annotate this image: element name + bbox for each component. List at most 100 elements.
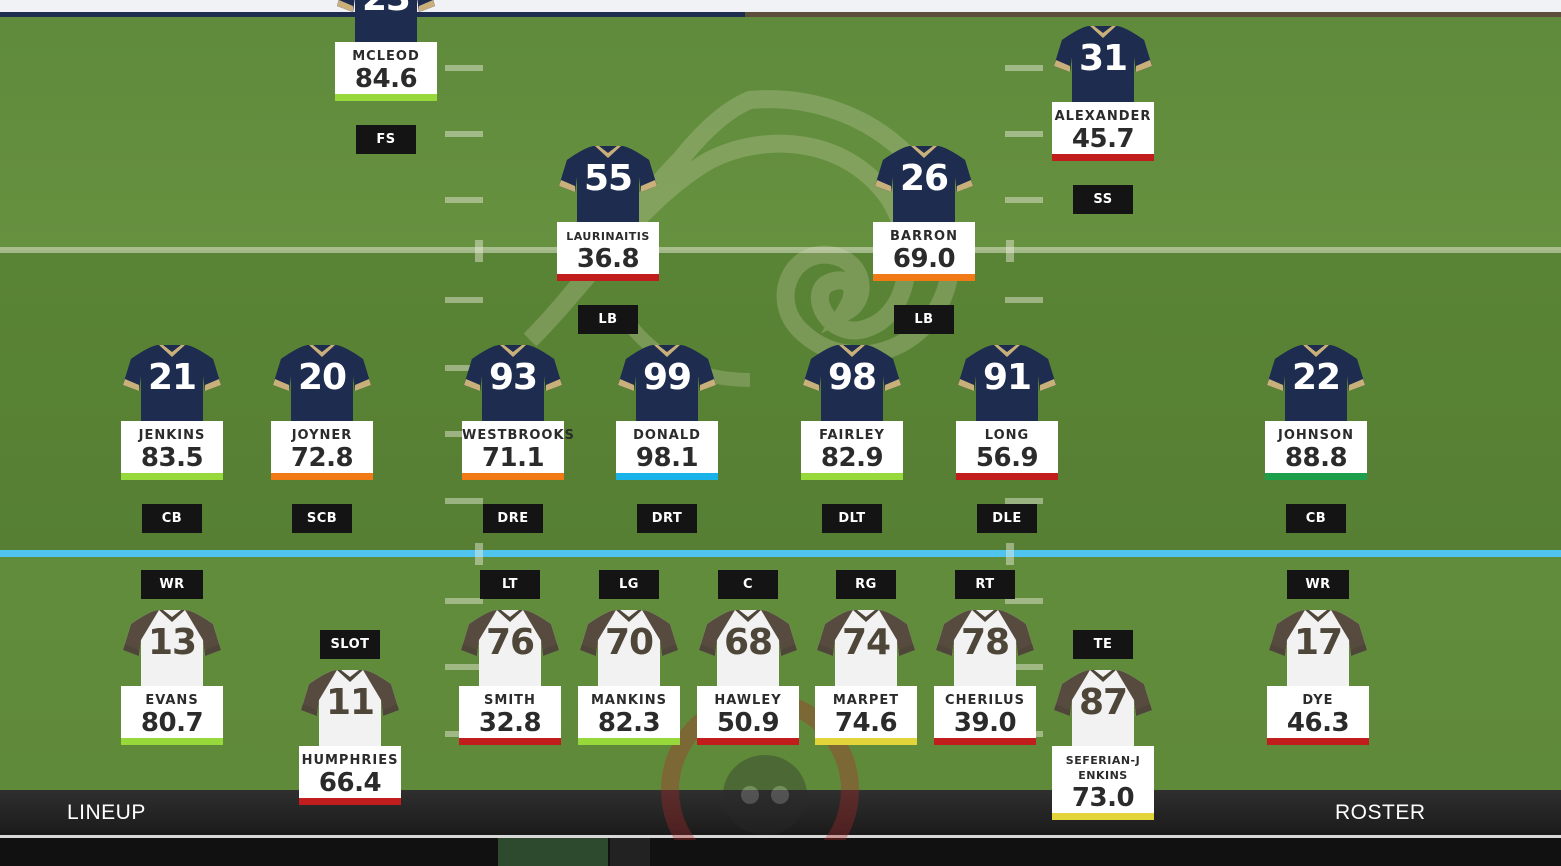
player-card-fairley[interactable]: 98 FAIRLEY 82.9 [801, 341, 903, 480]
player-card-joyner[interactable]: 20 JOYNER 72.8 [271, 341, 373, 480]
player-name: FAIRLEY [819, 428, 885, 443]
jersey-number: 99 [642, 357, 692, 398]
player-name: JOHNSON [1278, 428, 1354, 443]
position-label-lb[interactable]: LB [578, 305, 638, 334]
grade-color-bar [1265, 473, 1367, 480]
player-card-donald[interactable]: 99 DONALD 98.1 [616, 341, 718, 480]
grade-color-bar [578, 738, 680, 745]
hash-mark [1005, 498, 1043, 504]
position-label-ss[interactable]: SS [1073, 185, 1133, 214]
player-card-laurinaitis[interactable]: 55 LAURINAITIS 36.8 [557, 142, 659, 281]
taskbar-app-button[interactable] [498, 838, 608, 866]
grade-color-bar [815, 738, 917, 745]
jersey-icon: 78 [934, 606, 1036, 686]
player-card-mankins[interactable]: 70 MANKINS 82.3 [578, 606, 680, 745]
player-name: WESTBROOKS [462, 428, 575, 443]
position-label-rg[interactable]: RG [836, 570, 896, 599]
player-info-card: FAIRLEY 82.9 [801, 421, 903, 480]
hash-mark [1005, 197, 1043, 203]
player-card-seferian-jenkins[interactable]: 87 SEFERIAN-JENKINS 73.0 [1052, 666, 1154, 820]
player-grade: 66.4 [318, 768, 382, 798]
player-card-johnson[interactable]: 22 JOHNSON 88.8 [1265, 341, 1367, 480]
position-label-cb[interactable]: CB [142, 504, 202, 533]
player-card-alexander[interactable]: 31 ALEXANDER 45.7 [1052, 22, 1154, 161]
player-card-long[interactable]: 91 LONG 56.9 [956, 341, 1058, 480]
player-info-card: JOYNER 72.8 [271, 421, 373, 480]
hash-mark [1005, 664, 1043, 670]
player-card-westbrooks[interactable]: 93 WESTBROOKS 71.1 [462, 341, 575, 480]
hash-mark [1006, 543, 1014, 565]
grade-color-bar [335, 94, 437, 101]
grade-color-bar [934, 738, 1036, 745]
position-label-drt[interactable]: DRT [637, 504, 697, 533]
hash-mark [445, 498, 483, 504]
jersey-icon: 23 [335, 0, 437, 42]
player-card-evans[interactable]: 13 EVANS 80.7 [121, 606, 223, 745]
hash-mark [445, 365, 483, 371]
position-label-wr[interactable]: WR [1287, 570, 1349, 599]
hash-mark [445, 598, 483, 604]
jersey-icon: 68 [697, 606, 799, 686]
position-label-lt[interactable]: LT [480, 570, 540, 599]
grade-color-bar [271, 473, 373, 480]
player-grade: 71.1 [481, 443, 545, 473]
player-name: LONG [984, 428, 1030, 443]
player-card-jenkins[interactable]: 21 JENKINS 83.5 [121, 341, 223, 480]
jersey-icon: 22 [1265, 341, 1367, 421]
player-grade: 32.8 [478, 708, 542, 738]
position-label-dlt[interactable]: DLT [822, 504, 882, 533]
player-info-card: DONALD 98.1 [616, 421, 718, 480]
grade-color-bar [462, 473, 564, 480]
position-label-dle[interactable]: DLE [977, 504, 1037, 533]
lineup-button[interactable]: LINEUP [67, 801, 146, 824]
player-name: LAURINAITIS [566, 230, 650, 243]
jersey-number: 17 [1293, 622, 1343, 663]
grade-color-bar [616, 473, 718, 480]
player-card-dye[interactable]: 17 DYE 46.3 [1267, 606, 1369, 745]
jersey-number: 98 [827, 357, 877, 398]
hash-mark [445, 664, 483, 670]
position-label-cb[interactable]: CB [1286, 504, 1346, 533]
roster-button[interactable]: ROSTER [1335, 801, 1426, 824]
position-label-wr[interactable]: WR [141, 570, 203, 599]
position-label-c[interactable]: C [718, 570, 778, 599]
player-name: HUMPHRIES [301, 753, 399, 768]
player-grade: 39.0 [953, 708, 1017, 738]
player-name: JENKINS [138, 428, 206, 443]
hash-mark [445, 197, 483, 203]
jersey-number: 91 [982, 357, 1032, 398]
player-grade: 82.9 [820, 443, 884, 473]
position-label-scb[interactable]: SCB [292, 504, 352, 533]
player-name: BARRON [890, 229, 958, 244]
position-label-dre[interactable]: DRE [483, 504, 543, 533]
grade-color-bar [1267, 738, 1369, 745]
position-label-slot[interactable]: SLOT [320, 630, 380, 659]
hash-mark [445, 297, 483, 303]
grade-color-bar [459, 738, 561, 745]
player-grade: 45.7 [1071, 124, 1135, 154]
jersey-icon: 13 [121, 606, 223, 686]
taskbar-app-button[interactable] [610, 838, 650, 866]
jersey-icon: 26 [873, 142, 975, 222]
player-info-card: WESTBROOKS 71.1 [462, 421, 575, 480]
player-card-humphries[interactable]: 11 HUMPHRIES 66.4 [299, 666, 401, 805]
jersey-number: 68 [723, 622, 773, 663]
player-card-hawley[interactable]: 68 HAWLEY 50.9 [697, 606, 799, 745]
position-label-lb[interactable]: LB [894, 305, 954, 334]
position-label-te[interactable]: TE [1073, 630, 1133, 659]
player-card-barron[interactable]: 26 BARRON 69.0 [873, 142, 975, 281]
player-card-smith[interactable]: 76 SMITH 32.8 [459, 606, 561, 745]
player-info-card: MANKINS 82.3 [578, 686, 680, 745]
jersey-icon: 21 [121, 341, 223, 421]
player-grade: 74.6 [834, 708, 898, 738]
position-label-lg[interactable]: LG [599, 570, 659, 599]
hash-mark [445, 131, 483, 137]
position-label-fs[interactable]: FS [356, 125, 416, 154]
player-card-cherilus[interactable]: 78 CHERILUS 39.0 [934, 606, 1036, 745]
player-card-marpet[interactable]: 74 MARPET 74.6 [815, 606, 917, 745]
jersey-icon: 11 [299, 666, 401, 746]
jersey-icon: 76 [459, 606, 561, 686]
position-label-rt[interactable]: RT [955, 570, 1015, 599]
